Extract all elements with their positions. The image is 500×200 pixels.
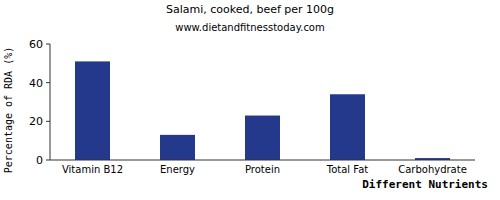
y-axis-label: Percentage of RDA (%) bbox=[3, 47, 14, 173]
y-tick-label: 20 bbox=[29, 115, 43, 128]
bar bbox=[75, 61, 110, 160]
bar bbox=[160, 135, 195, 160]
x-axis-label: Different Nutrients bbox=[362, 178, 488, 191]
y-tick bbox=[46, 82, 50, 83]
bars bbox=[75, 61, 450, 160]
x-tick-label: Vitamin B12 bbox=[62, 164, 123, 175]
x-tick-label: Protein bbox=[245, 164, 280, 175]
x-axis bbox=[50, 160, 475, 161]
y-tick-label: 40 bbox=[29, 77, 43, 90]
x-tick-label: Carbohydrate bbox=[398, 164, 467, 175]
x-tick-label: Total Fat bbox=[326, 164, 368, 175]
bar bbox=[330, 94, 365, 160]
subtitle: www.dietandfitnesstoday.com bbox=[175, 22, 324, 33]
title: Salami, cooked, beef per 100g bbox=[166, 3, 334, 16]
y-tick bbox=[46, 121, 50, 122]
bar bbox=[245, 116, 280, 160]
y-tick-label: 60 bbox=[29, 38, 43, 51]
y-axis bbox=[50, 44, 51, 160]
x-tick-label: Energy bbox=[160, 164, 195, 175]
y-tick bbox=[46, 44, 50, 45]
y-tick bbox=[46, 160, 50, 161]
y-tick-label: 0 bbox=[36, 154, 43, 167]
chart: Salami, cooked, beef per 100g www.dietand… bbox=[0, 0, 500, 200]
